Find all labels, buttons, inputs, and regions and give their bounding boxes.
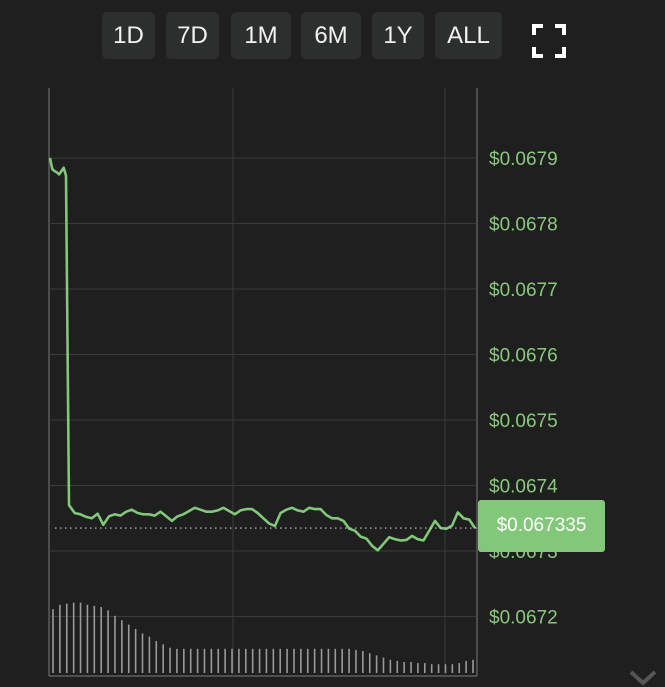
chevron-down-icon[interactable] [628,668,658,687]
y-tick-label: $0.0679 [489,149,558,170]
y-tick-label: $0.0676 [489,346,558,367]
y-tick-label: $0.0674 [489,477,558,498]
range-button-1m[interactable]: 1M [231,12,291,59]
price-line-layer [48,157,478,552]
range-button-1d[interactable]: 1D [102,12,155,59]
current-price-tag: $0.067335 [478,500,605,552]
price-line [48,157,477,552]
chart-gridlines [48,88,478,677]
range-button-all[interactable]: ALL [435,12,502,59]
range-button-6m[interactable]: 6M [301,12,361,59]
y-tick-label: $0.0675 [489,411,558,432]
range-button-7d[interactable]: 7D [166,12,219,59]
y-tick-label: $0.0677 [489,280,558,301]
y-tick-label: $0.0672 [489,608,558,629]
y-tick-label: $0.0678 [489,215,558,236]
y-axis-labels: $0.0672$0.0673$0.0674$0.0675$0.0676$0.06… [489,149,558,629]
range-button-1y[interactable]: 1Y [372,12,424,59]
fullscreen-icon[interactable] [532,24,566,58]
volume-bars [52,602,474,673]
